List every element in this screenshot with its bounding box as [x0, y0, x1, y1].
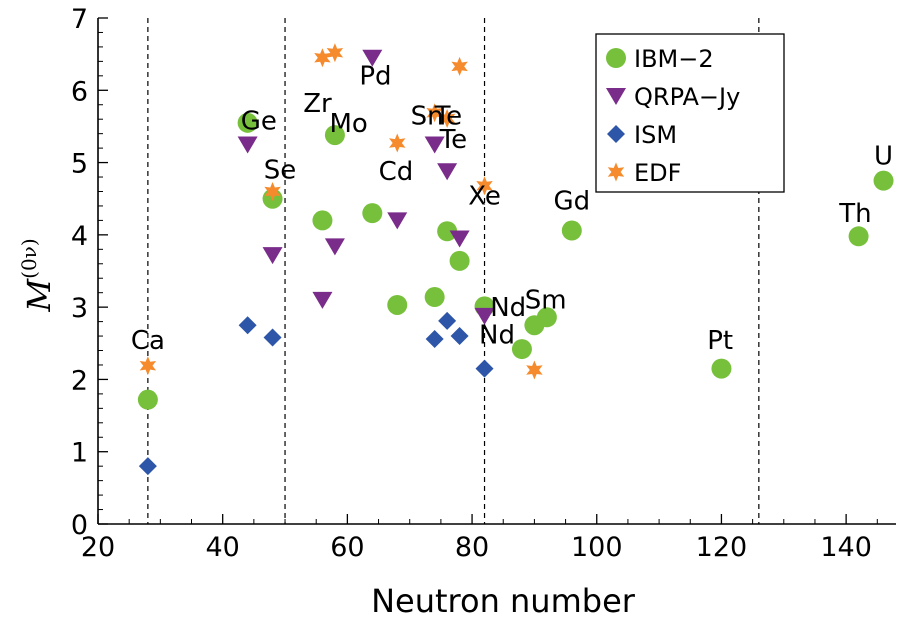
- x-axis-title: Neutron number: [371, 582, 636, 620]
- element-label: Ge: [241, 106, 277, 136]
- legend-marker-diamond: [607, 125, 625, 143]
- data-point-triangle-down: [437, 163, 458, 181]
- data-point-triangle-down: [387, 212, 408, 230]
- data-points: [137, 43, 894, 476]
- legend-label: QRPA−Jy: [634, 83, 740, 111]
- data-point-triangle-down: [262, 247, 283, 265]
- x-tick-label: 40: [206, 532, 240, 563]
- data-point-circle: [312, 210, 333, 231]
- y-axis-title-main: M: [20, 278, 58, 313]
- element-label: U: [874, 142, 893, 172]
- y-tick-label: 4: [71, 221, 88, 252]
- element-label: Pd: [359, 62, 391, 92]
- data-point-diamond: [263, 328, 282, 347]
- x-tick-label: 80: [455, 532, 489, 563]
- y-tick-label: 1: [71, 438, 88, 469]
- data-point-star: [389, 133, 406, 153]
- element-label: Nd: [479, 320, 515, 350]
- legend-label: ISM: [634, 121, 677, 149]
- element-label: Te: [439, 125, 467, 155]
- y-axis-title-superscript: (0ν): [17, 238, 41, 279]
- data-point-circle: [237, 112, 258, 133]
- data-point-triangle-down: [424, 136, 445, 154]
- data-point-star: [451, 56, 468, 76]
- element-label: Zr: [303, 89, 332, 119]
- data-point-triangle-down: [362, 49, 383, 67]
- y-tick-label: 2: [71, 365, 88, 396]
- data-point-circle: [711, 358, 732, 379]
- legend-label: EDF: [634, 159, 681, 187]
- y-tick-labels: 0 1 2 3 4 5 6 7: [71, 4, 88, 541]
- legend-box: [595, 33, 785, 193]
- x-tick-label: 60: [330, 532, 364, 563]
- data-point-diamond: [438, 311, 457, 330]
- data-point-diamond: [450, 327, 469, 346]
- element-label: Sn: [411, 101, 444, 131]
- data-point-circle: [536, 307, 557, 328]
- data-point-diamond: [138, 457, 157, 476]
- data-point-triangle-down: [474, 307, 495, 325]
- data-point-circle: [511, 339, 532, 360]
- x-tick-label: 20: [81, 532, 115, 563]
- x-tick-label: 100: [571, 532, 623, 563]
- y-tick-label: 5: [71, 149, 88, 180]
- data-point-triangle-down: [237, 136, 258, 154]
- data-point-circle: [561, 220, 582, 241]
- y-tick-label: 6: [71, 76, 88, 107]
- element-label: Se: [264, 155, 297, 185]
- data-point-diamond: [475, 359, 494, 378]
- y-tick-label: 0: [71, 510, 88, 541]
- x-tick-label: 120: [696, 532, 748, 563]
- element-label: Cd: [379, 157, 414, 187]
- element-label: Mo: [329, 109, 367, 139]
- data-point-triangle-down: [312, 291, 333, 309]
- y-tick-label: 7: [71, 4, 88, 35]
- legend-marker-star: [607, 162, 625, 182]
- data-point-star: [476, 176, 493, 196]
- data-point-star: [326, 43, 344, 63]
- legend-label: IBM−2: [634, 45, 714, 73]
- data-point-diamond: [238, 316, 257, 335]
- element-label: Nd: [490, 293, 526, 323]
- data-point-star: [526, 360, 543, 380]
- y-axis-title: M(0ν): [17, 238, 58, 312]
- y-tick-label: 3: [71, 293, 88, 324]
- data-point-circle: [424, 287, 445, 308]
- legend-marker-circle: [606, 48, 626, 68]
- data-point-star: [438, 108, 456, 128]
- data-point-star: [314, 48, 331, 68]
- x-tick-labels: 20 40 60 80 100 120 140: [81, 532, 872, 563]
- data-point-star: [426, 103, 443, 123]
- data-point-circle: [449, 250, 470, 271]
- data-point-circle: [873, 170, 894, 191]
- data-point-circle: [387, 294, 408, 315]
- legend-marker-triangle-down: [606, 88, 626, 105]
- data-point-triangle-down: [449, 230, 470, 248]
- element-label: Ca: [131, 326, 165, 356]
- data-point-circle: [362, 203, 383, 224]
- axes: [97, 17, 896, 525]
- element-label: Gd: [553, 187, 590, 217]
- x-tick-label: 140: [820, 532, 872, 563]
- element-label: Pt: [707, 326, 733, 356]
- element-label: Xe: [468, 181, 501, 211]
- svg-text:M(0ν): M(0ν): [17, 238, 58, 312]
- data-point-circle: [437, 221, 458, 242]
- legend: IBM−2 QRPA−Jy ISM EDF: [595, 33, 785, 193]
- data-point-triangle-down: [324, 238, 345, 256]
- data-point-star: [139, 356, 157, 376]
- data-point-diamond: [425, 329, 444, 348]
- data-point-circle: [848, 226, 869, 247]
- data-point-star: [264, 181, 281, 201]
- element-label: Th: [838, 199, 871, 229]
- data-point-circle: [137, 389, 158, 410]
- data-point-circle: [324, 125, 345, 146]
- element-label: Sm: [525, 286, 567, 316]
- element-label: Te: [434, 101, 462, 131]
